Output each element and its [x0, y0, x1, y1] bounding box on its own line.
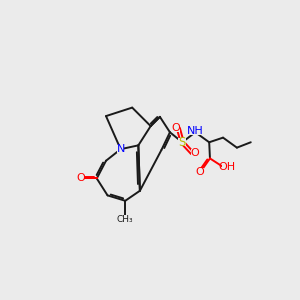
Bar — [196, 168, 204, 176]
Bar — [189, 128, 202, 135]
Text: N: N — [116, 144, 125, 154]
Bar — [178, 138, 186, 146]
Bar — [221, 163, 232, 171]
Text: NH: NH — [187, 127, 204, 136]
Text: S: S — [178, 136, 186, 149]
Text: O: O — [76, 173, 85, 184]
Text: CH₃: CH₃ — [117, 215, 134, 224]
Bar — [117, 145, 124, 153]
Text: O: O — [172, 123, 181, 134]
Bar — [172, 124, 180, 132]
Bar — [191, 149, 198, 157]
Bar — [119, 215, 131, 223]
Bar — [77, 175, 85, 182]
Text: O: O — [190, 148, 199, 158]
Text: O: O — [196, 167, 204, 176]
Text: OH: OH — [218, 162, 236, 172]
